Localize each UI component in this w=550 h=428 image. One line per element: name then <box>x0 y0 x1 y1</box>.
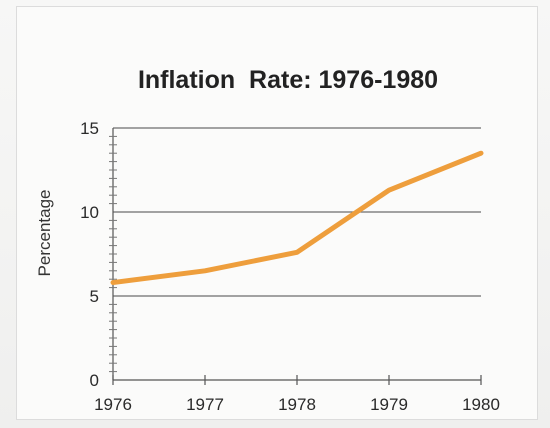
x-tick-label: 1976 <box>94 395 132 414</box>
chart-title: Inflation Rate: 1976-1980 <box>138 66 438 94</box>
y-tick-label: 15 <box>80 119 99 138</box>
y-axis-title: Percentage <box>35 190 54 277</box>
y-tick-label: 10 <box>80 203 99 222</box>
y-tick-label: 5 <box>90 287 99 306</box>
x-tick-label: 1978 <box>278 395 316 414</box>
x-tick-label: 1977 <box>186 395 224 414</box>
y-tick-label: 0 <box>90 371 99 390</box>
x-tick-label: 1980 <box>462 395 500 414</box>
inflation-series-line <box>110 150 484 286</box>
chart-panel <box>16 6 538 420</box>
x-tick-label: 1979 <box>370 395 408 414</box>
